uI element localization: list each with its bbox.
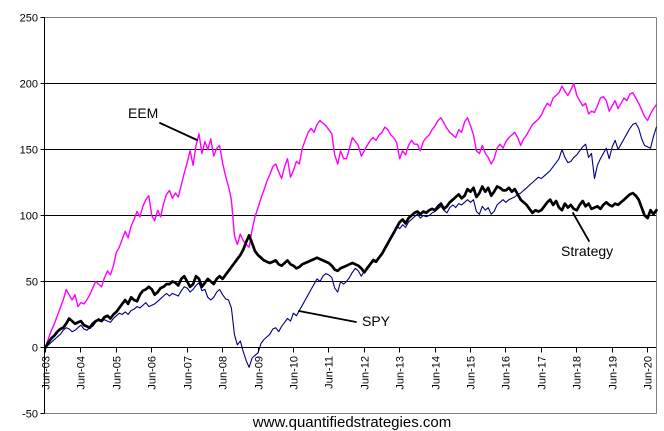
- y-tick-label: -50: [22, 409, 38, 421]
- strategy-series-label: Strategy: [561, 243, 613, 259]
- x-tick-label: Jun-13: [395, 356, 407, 390]
- x-tick-label: Jun-03: [41, 356, 53, 390]
- x-tick-label: Jun-11: [324, 356, 336, 389]
- x-tick-label: Jun-15: [466, 356, 478, 390]
- gridlines: [44, 17, 657, 414]
- y-axis-tick-labels: 250 200 150 100 50 0 -50: [20, 13, 38, 421]
- spy-leader-line: [298, 310, 357, 323]
- series-annotations: EEM SPY Strategy: [128, 105, 613, 329]
- x-tick-label: Jun-09: [254, 356, 266, 390]
- x-axis-tick-labels: Jun-03 Jun-04 Jun-05 Jun-06 Jun-07 Jun-08 Jun-…: [41, 356, 655, 390]
- axes: [40, 17, 648, 414]
- spy-series-line: [44, 122, 657, 368]
- strategy-series-line: [44, 185, 658, 349]
- series-lines: [44, 82, 658, 368]
- eem-leader-line: [159, 122, 198, 141]
- x-tick-label: Jun-16: [501, 356, 513, 390]
- x-tick-label: Jun-06: [147, 356, 159, 390]
- watermark-url: www.quantifiedstrategies.com: [252, 414, 451, 431]
- x-tick-label: Jun-20: [643, 356, 655, 390]
- y-tick-label: 0: [32, 343, 38, 355]
- x-tick-label: Jun-12: [360, 356, 372, 390]
- y-tick-label: 50: [26, 277, 38, 289]
- x-tick-label: Jun-05: [112, 356, 124, 390]
- y-tick-label: 100: [20, 211, 38, 223]
- x-tick-label: Jun-08: [218, 356, 230, 390]
- x-tick-label: Jun-18: [572, 356, 584, 390]
- x-tick-label: Jun-10: [289, 356, 301, 390]
- x-tick-label: Jun-14: [431, 356, 443, 390]
- y-tick-label: 150: [20, 145, 38, 157]
- strategy-leader-line: [572, 212, 590, 242]
- eem-series-label: EEM: [128, 105, 158, 121]
- x-tick-label: Jun-19: [608, 356, 620, 390]
- spy-series-label: SPY: [362, 313, 391, 329]
- x-tick-label: Jun-04: [76, 356, 88, 390]
- y-tick-label: 200: [20, 79, 38, 91]
- y-tick-label: 250: [20, 13, 38, 25]
- x-tick-label: Jun-17: [537, 356, 549, 390]
- x-tick-label: Jun-07: [183, 356, 195, 390]
- eem-series-line: [44, 82, 658, 349]
